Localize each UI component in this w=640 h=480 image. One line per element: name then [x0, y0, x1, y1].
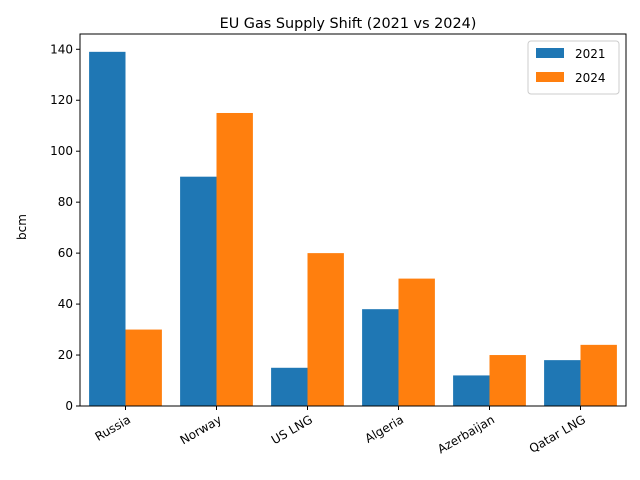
bar-2024-algeria: [398, 278, 435, 406]
y-tick-label: 100: [50, 144, 73, 158]
bar-2021-russia: [89, 51, 126, 406]
y-axis-ticks: 0 20 40 60 80 100 120 140: [50, 42, 80, 413]
x-tick-label: Russia: [93, 412, 133, 443]
bar-2021-qatar-lng: [544, 360, 581, 406]
x-tick-label: Qatar LNG: [527, 412, 588, 455]
y-tick-label: 20: [58, 348, 73, 362]
bar-2024-azerbaijan: [489, 355, 526, 406]
y-tick-label: 0: [65, 399, 73, 413]
x-tick-label: US LNG: [269, 412, 315, 447]
bar-2024-russia: [125, 329, 162, 406]
bars-layer: [89, 51, 617, 406]
bar-2024-us-lng: [307, 253, 344, 406]
legend-label-2021: 2021: [575, 47, 606, 61]
x-tick-label: Algeria: [362, 412, 406, 445]
y-axis-title: bcm: [15, 214, 29, 240]
y-tick-label: 40: [58, 297, 73, 311]
bar-2021-azerbaijan: [453, 375, 490, 406]
bar-2024-norway: [216, 112, 253, 406]
legend-swatch-2024: [536, 72, 564, 82]
bar-2021-algeria: [362, 309, 399, 406]
legend-swatch-2021: [536, 48, 564, 58]
bar-2021-us-lng: [271, 367, 308, 406]
legend: 2021 2024: [527, 40, 620, 95]
y-tick-label: 60: [58, 246, 73, 260]
y-tick-label: 120: [50, 93, 73, 107]
x-tick-label: Norway: [178, 412, 224, 447]
y-tick-label: 80: [58, 195, 73, 209]
chart-title: EU Gas Supply Shift (2021 vs 2024): [220, 16, 477, 32]
bar-2021-norway: [180, 176, 217, 406]
x-tick-label: Azerbaijan: [435, 412, 497, 456]
plot-frame: [79, 33, 627, 407]
x-axis-ticks: Russia Norway US LNG Algeria Azerbaijan Qatar…: [93, 406, 588, 456]
legend-label-2024: 2024: [575, 71, 606, 85]
y-tick-label: 140: [50, 42, 73, 56]
bar-2024-qatar-lng: [580, 344, 617, 406]
